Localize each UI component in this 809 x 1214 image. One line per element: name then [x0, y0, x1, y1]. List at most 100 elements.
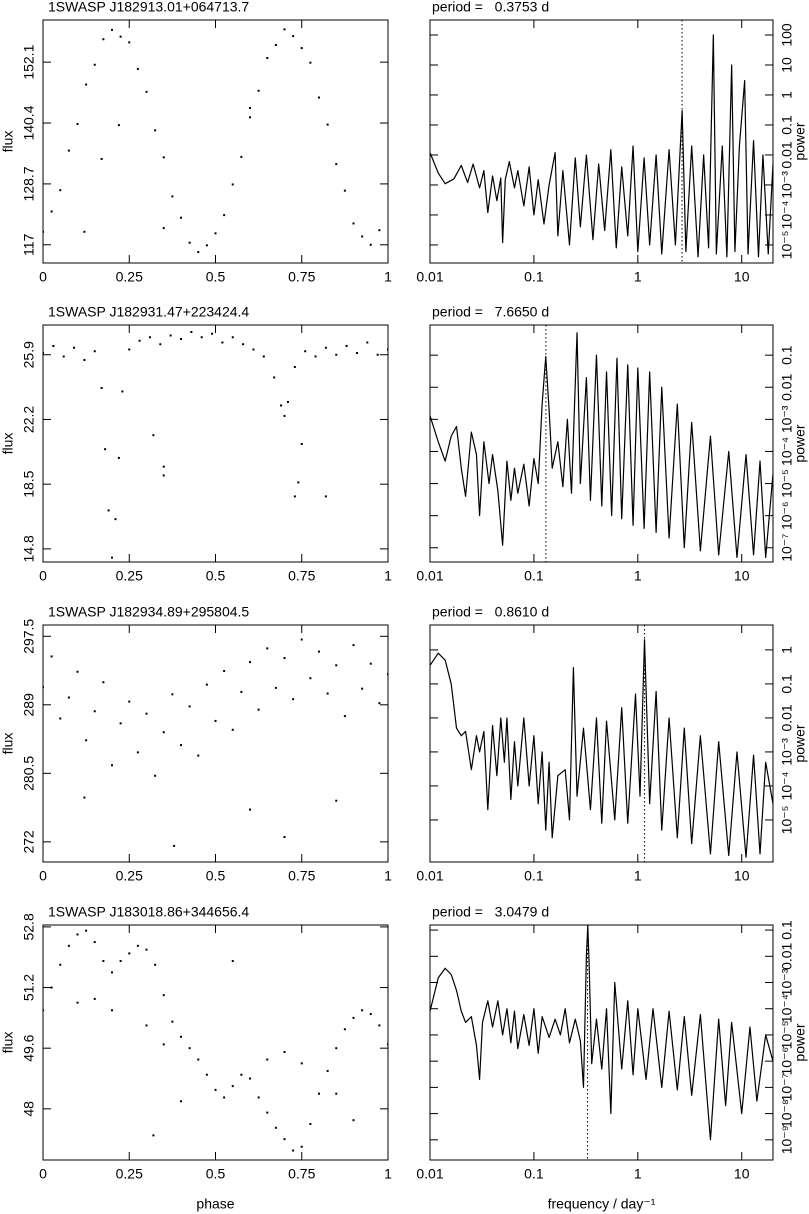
y-tick-label: 10⁻³: [779, 968, 795, 996]
y-tick-label: 0.1: [779, 345, 795, 365]
data-point: [231, 1085, 234, 1088]
data-point: [180, 744, 182, 747]
data-point: [128, 700, 131, 703]
data-point: [180, 1035, 182, 1038]
data-point: [223, 214, 226, 217]
x-axis-label: phase: [196, 1196, 234, 1212]
data-point: [83, 358, 86, 361]
data-point: [309, 1122, 312, 1125]
y-tick-label: 10⁻⁸: [779, 1099, 795, 1128]
data-point: [335, 664, 338, 667]
data-point: [324, 495, 327, 498]
data-point: [262, 355, 265, 358]
y-tick-label: 48: [21, 1101, 37, 1117]
data-point: [119, 722, 122, 725]
data-point: [162, 465, 165, 468]
data-point: [274, 43, 277, 46]
data-point: [335, 1047, 338, 1050]
data-point: [138, 339, 141, 342]
y-tick-label: 10⁻⁵: [779, 231, 795, 260]
data-point: [107, 509, 110, 512]
y-axis-label: flux: [0, 433, 16, 455]
data-point: [352, 644, 355, 647]
data-point: [169, 334, 172, 337]
data-point: [292, 35, 295, 38]
data-point: [205, 683, 208, 686]
x-tick-label: 0.01: [416, 269, 443, 285]
data-point: [205, 244, 208, 247]
y-tick-label: 25.9: [21, 341, 37, 368]
x-tick-label: 0.5: [206, 269, 226, 285]
data-point: [300, 1062, 303, 1065]
y-tick-label: 289: [21, 693, 37, 717]
panel-title: period = 7.6650 d: [432, 304, 549, 320]
plot-frame: [42, 324, 389, 563]
plot-frame: [429, 19, 774, 264]
data-point: [343, 1028, 346, 1031]
y-tick-label: 0.1: [779, 920, 795, 940]
y-tick-label: 0.1: [779, 674, 795, 694]
data-point: [76, 670, 79, 673]
panel-title: 1SWASP J183018.86+344656.4: [48, 904, 249, 920]
data-point: [249, 1077, 251, 1080]
y-tick-label: 0.01: [779, 704, 795, 731]
data-point: [114, 518, 117, 521]
y-axis-label: power: [792, 122, 808, 160]
y-tick-label: 0.01: [779, 942, 795, 969]
panel-title: 1SWASP J182913.01+064713.7: [48, 0, 249, 15]
x-tick-label: 10: [734, 568, 750, 584]
y-tick-label: 10⁻³: [779, 171, 795, 199]
x-tick-label: 0.01: [416, 568, 443, 584]
x-tick-label: 0.75: [288, 568, 315, 584]
data-point: [159, 343, 162, 346]
y-tick-label: 128.7: [21, 166, 37, 201]
data-point: [283, 1138, 286, 1141]
y-tick-label: 10⁻⁹: [779, 1125, 795, 1154]
data-point: [119, 960, 122, 963]
y-axis-label: power: [792, 424, 808, 462]
data-point: [93, 941, 96, 944]
x-tick-label: 1: [634, 269, 642, 285]
data-point: [62, 355, 65, 358]
data-point: [369, 243, 372, 246]
data-point: [343, 189, 346, 192]
data-point: [102, 681, 105, 684]
y-tick-label: 10⁻⁶: [779, 501, 795, 530]
data-point: [128, 348, 131, 351]
data-point: [369, 662, 372, 665]
data-point: [309, 677, 312, 680]
x-tick-label: 0: [39, 269, 47, 285]
data-point: [249, 116, 251, 119]
y-tick-label: 272: [21, 830, 37, 854]
panel-title: 1SWASP J182931.47+223424.4: [48, 304, 249, 320]
data-point: [180, 337, 182, 340]
data-point: [93, 997, 96, 1000]
data-point: [85, 929, 88, 932]
x-tick-label: 0.1: [524, 1166, 544, 1182]
data-point: [300, 47, 303, 50]
x-tick-label: 0.1: [524, 269, 544, 285]
power-spectrum: [430, 332, 773, 559]
y-tick-label: 117: [21, 233, 37, 256]
x-tick-label: 0.25: [116, 269, 143, 285]
power-spectrum: [430, 34, 773, 258]
data-point: [266, 56, 269, 59]
x-tick-label: 0.5: [206, 868, 226, 884]
data-point: [111, 28, 113, 31]
data-point: [361, 1009, 364, 1012]
data-point: [280, 404, 283, 407]
data-point: [145, 712, 148, 715]
y-tick-label: 140.4: [21, 105, 37, 140]
x-tick-label: 0.01: [416, 868, 443, 884]
data-point: [223, 1096, 226, 1099]
data-point: [257, 708, 260, 711]
x-tick-label: 1: [634, 568, 642, 584]
data-point: [180, 1100, 182, 1103]
data-point: [300, 442, 303, 445]
panel-title: 1SWASP J182934.89+295804.5: [48, 604, 249, 620]
data-point: [117, 124, 120, 127]
x-tick-label: 0.1: [524, 568, 544, 584]
data-point: [59, 189, 62, 192]
data-point: [171, 195, 174, 198]
y-tick-label: 10⁻⁷: [779, 1073, 795, 1101]
